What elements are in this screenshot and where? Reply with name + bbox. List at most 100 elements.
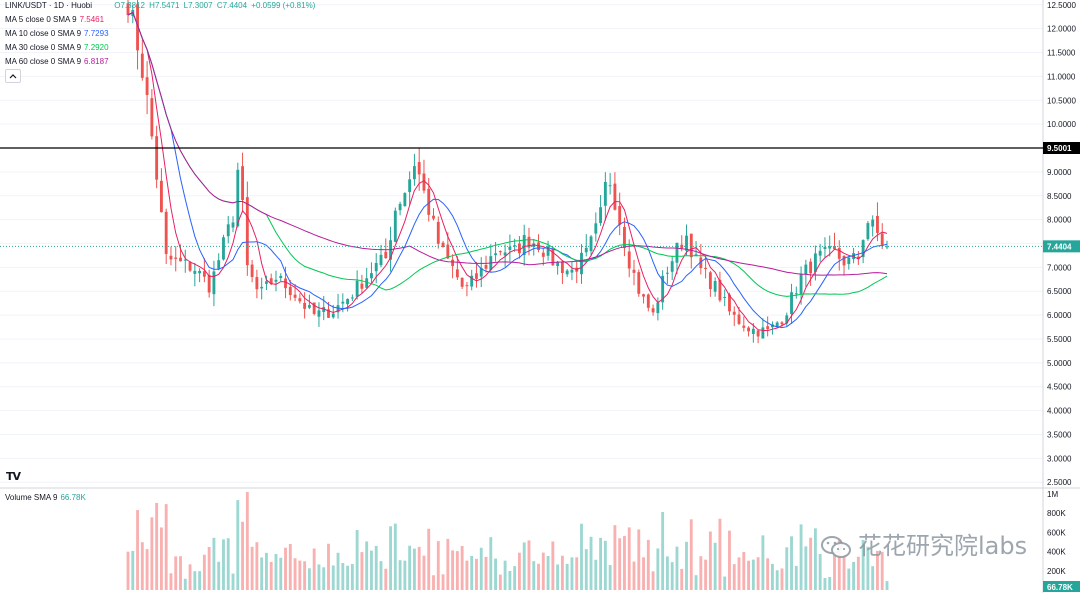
candle-body: [403, 193, 407, 207]
volume-bar: [432, 575, 435, 590]
ma-legend-row[interactable]: MA 30 close 0 SMA 9 7.2920: [5, 41, 109, 55]
candle-body: [460, 277, 464, 287]
volume-bar: [188, 564, 192, 590]
candle-body: [436, 221, 440, 244]
volume-bar: [131, 550, 135, 590]
volume-bar: [637, 529, 641, 590]
candle-body: [651, 308, 655, 313]
volume-bar: [833, 552, 836, 590]
volume-bar: [723, 576, 727, 590]
candle-body: [327, 309, 330, 318]
volume-bar: [876, 550, 879, 590]
volume-bar: [293, 558, 297, 590]
candle-body: [284, 278, 287, 289]
volume-bar: [546, 555, 550, 590]
ma-legend-value: 7.5461: [79, 15, 105, 24]
volume-bar: [842, 556, 846, 590]
candle-body: [451, 259, 455, 267]
ma-legend-row[interactable]: MA 60 close 0 SMA 9 6.8187: [5, 55, 109, 69]
candle-body: [603, 181, 607, 206]
candle-body: [475, 273, 478, 279]
ma-legend-value: 7.7293: [84, 29, 109, 38]
candle-body: [212, 271, 216, 295]
candle-body: [608, 185, 612, 187]
volume-bar: [250, 546, 254, 590]
volume-bar: [608, 565, 612, 590]
volume-bar: [279, 557, 283, 590]
candle-body: [269, 278, 273, 285]
volume-bar: [346, 565, 350, 590]
volume-bar: [551, 541, 555, 590]
candle-body: [164, 211, 168, 254]
volume-bar: [379, 561, 383, 590]
candle-body: [646, 294, 650, 308]
ma-legend-value: 7.2920: [84, 43, 109, 52]
volume-bar: [150, 517, 154, 590]
volume-bar: [594, 559, 598, 590]
candle-body: [785, 315, 789, 324]
volume-bar: [503, 560, 507, 590]
candle-body: [665, 272, 669, 274]
price-tick-label: 5.5000: [1047, 335, 1072, 344]
ma-legend-label: MA 60 close 0 SMA 9: [5, 57, 82, 66]
volume-bar: [809, 537, 813, 590]
volume-bar: [498, 574, 502, 590]
volume-bar: [818, 554, 822, 590]
volume-bar: [570, 557, 574, 590]
candle-body: [584, 247, 588, 253]
volume-bar: [241, 521, 244, 590]
candle-body: [852, 253, 856, 259]
tradingview-logo[interactable]: TV: [6, 470, 21, 483]
price-tick-label: 10.0000: [1047, 120, 1076, 129]
volume-bar: [518, 552, 521, 590]
volume-legend[interactable]: Volume SMA 9 66.78K: [5, 493, 86, 502]
volume-bar: [589, 536, 593, 590]
candle-body: [446, 244, 450, 259]
candle-body: [336, 305, 340, 313]
ohlc-open: O7.3812: [114, 1, 145, 10]
ma-legend-row[interactable]: MA 5 close 0 SMA 9 7.5461: [5, 13, 104, 27]
ohlc-low: L7.3007: [183, 1, 213, 10]
candle-body: [689, 233, 693, 258]
volume-bar: [360, 552, 364, 590]
volume-bar: [508, 570, 512, 590]
collapse-legend-button[interactable]: [5, 69, 21, 83]
candle-body: [470, 275, 474, 287]
price-tick-label: 7.0000: [1047, 263, 1072, 272]
candle-body: [589, 236, 593, 252]
candle-body: [518, 243, 521, 254]
volume-bar: [541, 552, 545, 590]
candle-body: [136, 4, 139, 51]
candle-body: [183, 259, 187, 261]
volume-tick-label: 800K: [1047, 509, 1066, 518]
candle-body: [871, 219, 875, 227]
price-tick-label: 9.0000: [1047, 168, 1072, 177]
candle-body: [704, 267, 708, 270]
volume-bar: [813, 528, 817, 590]
volume-bar: [341, 563, 345, 590]
volume-bar: [790, 536, 793, 590]
candle-body: [713, 280, 717, 292]
ma-legend-row[interactable]: MA 10 close 0 SMA 9 7.7293: [5, 27, 109, 41]
price-tick-label: 6.0000: [1047, 311, 1072, 320]
symbol-title[interactable]: LINK/USDT · 1D · Huobi: [5, 1, 92, 10]
candle-body: [723, 296, 727, 298]
volume-bar: [761, 535, 765, 590]
candle-body: [508, 246, 512, 251]
volume-bar: [532, 561, 536, 590]
volume-tick-label: 200K: [1047, 567, 1066, 576]
volume-bar: [623, 535, 626, 590]
candle-body: [794, 293, 798, 295]
candle-body: [279, 275, 283, 278]
candle-body: [202, 271, 206, 277]
last-volume-tag: [1043, 581, 1080, 592]
volume-bar: [689, 519, 693, 590]
volume-tick-label: 400K: [1047, 548, 1066, 557]
candle-body: [627, 251, 631, 269]
candle-body: [217, 260, 221, 269]
volume-bar: [866, 546, 870, 590]
price-tick-label: 6.5000: [1047, 287, 1072, 296]
volume-bar: [804, 546, 808, 590]
candle-body: [818, 250, 822, 256]
